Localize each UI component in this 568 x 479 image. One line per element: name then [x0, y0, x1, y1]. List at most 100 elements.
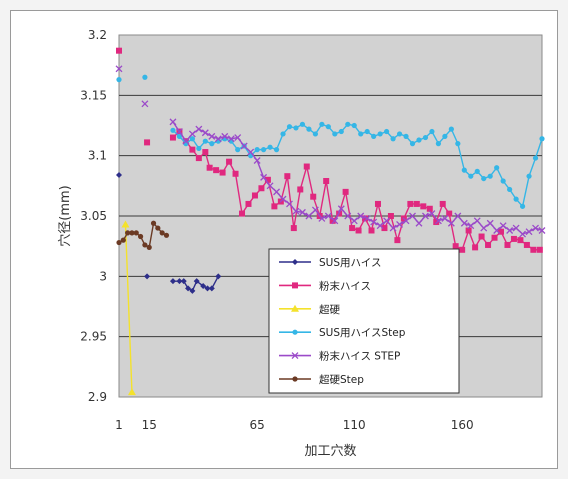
- data-point: [188, 130, 196, 138]
- legend-label: SUS用ハイスStep: [319, 327, 406, 339]
- data-point: [376, 222, 384, 230]
- data-point: [299, 121, 306, 127]
- y-tick-label: 3: [99, 269, 107, 283]
- data-point: [442, 133, 448, 139]
- data-point: [362, 215, 369, 222]
- data-point: [286, 200, 293, 208]
- data-point: [368, 227, 375, 234]
- data-point: [460, 219, 468, 227]
- legend-item: 粉末ハイス STEP: [279, 350, 400, 363]
- data-point: [267, 144, 273, 150]
- data-point: [338, 128, 344, 135]
- legend-swatch-marker: [292, 282, 298, 289]
- data-point: [239, 210, 246, 217]
- x-tick-label: 160: [451, 418, 474, 432]
- data-point: [271, 203, 278, 210]
- data-point: [175, 128, 183, 135]
- data-point: [235, 147, 241, 153]
- data-point: [415, 219, 423, 227]
- data-point: [387, 213, 394, 219]
- legend-label: 粉末ハイス: [319, 279, 371, 292]
- data-point: [357, 212, 365, 220]
- data-point: [305, 212, 313, 220]
- data-point: [499, 222, 507, 230]
- data-point: [384, 128, 390, 135]
- series-line: [124, 224, 133, 393]
- y-tick-label: 2.9: [88, 390, 107, 404]
- data-point: [422, 134, 429, 141]
- data-point: [284, 173, 291, 180]
- data-point: [227, 135, 235, 143]
- data-point: [465, 227, 472, 234]
- data-point: [185, 285, 192, 292]
- data-point: [403, 133, 409, 139]
- data-point: [358, 131, 364, 137]
- data-point: [468, 173, 474, 179]
- data-point: [447, 219, 455, 227]
- data-point: [232, 170, 239, 177]
- data-point: [510, 235, 517, 242]
- data-point: [409, 212, 416, 220]
- data-point: [539, 136, 545, 142]
- data-point: [494, 165, 500, 171]
- series-layer: [115, 47, 546, 396]
- data-point: [448, 126, 454, 132]
- data-point: [374, 200, 381, 207]
- data-point: [332, 131, 338, 137]
- x-axis-title: 加工穴数: [304, 444, 356, 459]
- data-point: [351, 122, 357, 129]
- data-point: [208, 285, 215, 292]
- data-point: [159, 230, 165, 236]
- data-point: [116, 47, 122, 54]
- data-point: [240, 142, 248, 150]
- data-point: [202, 149, 209, 156]
- data-point: [221, 132, 229, 140]
- data-point: [416, 137, 422, 143]
- data-point: [331, 217, 339, 225]
- data-point: [311, 206, 319, 214]
- data-point: [433, 219, 440, 226]
- data-point: [254, 147, 260, 153]
- data-point: [176, 278, 183, 285]
- chart-frame: 3.2 3.15 3.1 3.05 3 2.95 2.9 1 15 65 110 160 加工穴数 …: [10, 10, 558, 469]
- data-point: [290, 225, 297, 232]
- data-point: [371, 133, 377, 139]
- data-point: [459, 246, 466, 253]
- data-point: [394, 237, 401, 244]
- data-point: [370, 218, 378, 226]
- data-point: [420, 203, 427, 210]
- data-point: [434, 217, 442, 225]
- data-point: [439, 200, 446, 207]
- data-point: [538, 227, 546, 234]
- y-tick-label: 2.95: [80, 330, 107, 344]
- y-tick-label: 3.15: [80, 88, 107, 102]
- legend-item: SUS用ハイス: [279, 257, 382, 269]
- data-point: [141, 100, 149, 108]
- data-point: [396, 131, 403, 137]
- x-tick-label: 110: [343, 418, 366, 432]
- legend-label: 超硬Step: [319, 373, 364, 386]
- data-point: [273, 188, 281, 196]
- data-point: [312, 131, 318, 137]
- data-point: [342, 188, 349, 195]
- legend-label: 超硬: [319, 303, 340, 316]
- data-point: [324, 212, 332, 220]
- data-point: [310, 193, 317, 200]
- data-point: [303, 163, 310, 170]
- data-point: [530, 246, 537, 253]
- data-point: [512, 224, 520, 232]
- y-axis-ticks: 3.2 3.15 3.1 3.05 3 2.95 2.9: [80, 28, 107, 404]
- data-point: [349, 225, 356, 232]
- legend-swatch-marker: [292, 329, 298, 335]
- data-point: [435, 141, 442, 147]
- data-point: [461, 167, 467, 173]
- data-point: [204, 285, 211, 292]
- data-point: [215, 273, 222, 280]
- data-point: [325, 124, 331, 130]
- y-tick-label: 3.1: [88, 149, 107, 163]
- data-point: [202, 138, 208, 144]
- data-point: [115, 65, 123, 73]
- data-point: [306, 126, 312, 132]
- data-point: [133, 230, 139, 236]
